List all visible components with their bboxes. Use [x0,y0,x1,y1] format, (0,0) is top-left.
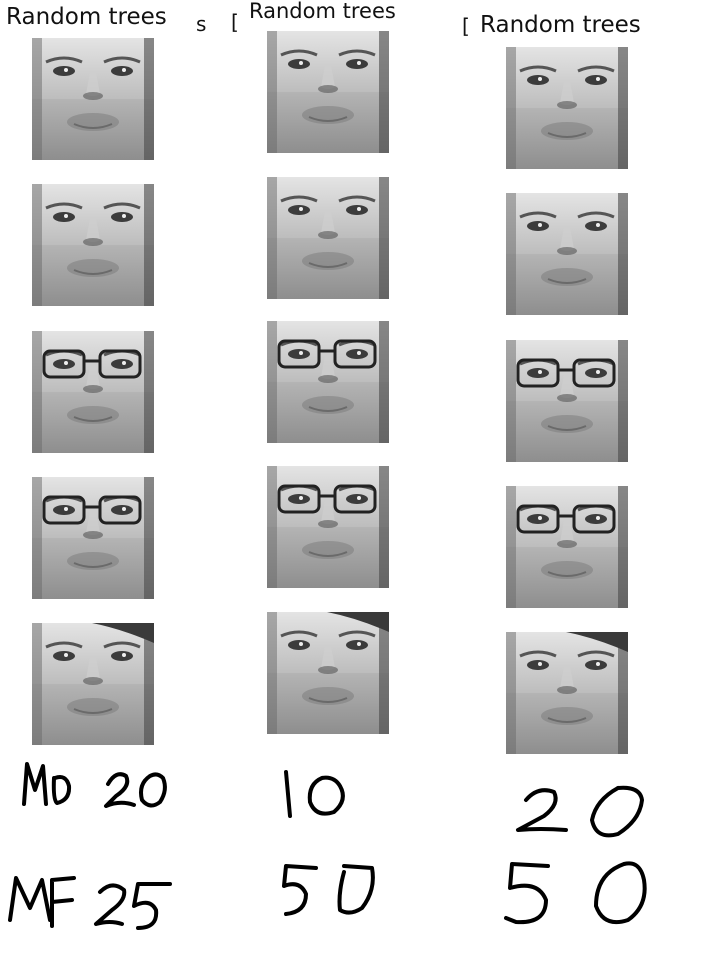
face-image [32,184,154,306]
handwritten-mf-value-3 [504,862,550,925]
handwritten-mo-value-3 [516,788,568,832]
face-image [32,477,154,599]
handwritten-mf-label [8,876,76,928]
face-image [267,321,389,443]
face-image [32,38,154,160]
face-image [32,331,154,453]
title-fragment-2: [ [231,10,239,34]
handwritten-mf-value-1 [94,883,127,926]
face-image [506,47,628,169]
handwritten-mo-value-2 [284,770,292,818]
face-image [267,612,389,734]
title-fragment-1: s [196,12,207,36]
handwritten-mo-label [22,762,72,806]
face-image [267,466,389,588]
column-title-2: Random trees [249,0,396,23]
title-fragment-3: [ [462,14,470,38]
face-image [267,31,389,153]
face-image [506,340,628,462]
handwritten-mo-value-1 [104,772,136,808]
face-image [506,193,628,315]
face-image [267,177,389,299]
handwritten-mf-value-2 [282,864,318,916]
column-title-1: Random trees [6,4,167,30]
face-image [32,623,154,745]
face-image [506,486,628,608]
face-image [506,632,628,754]
column-title-3: Random trees [480,12,641,38]
